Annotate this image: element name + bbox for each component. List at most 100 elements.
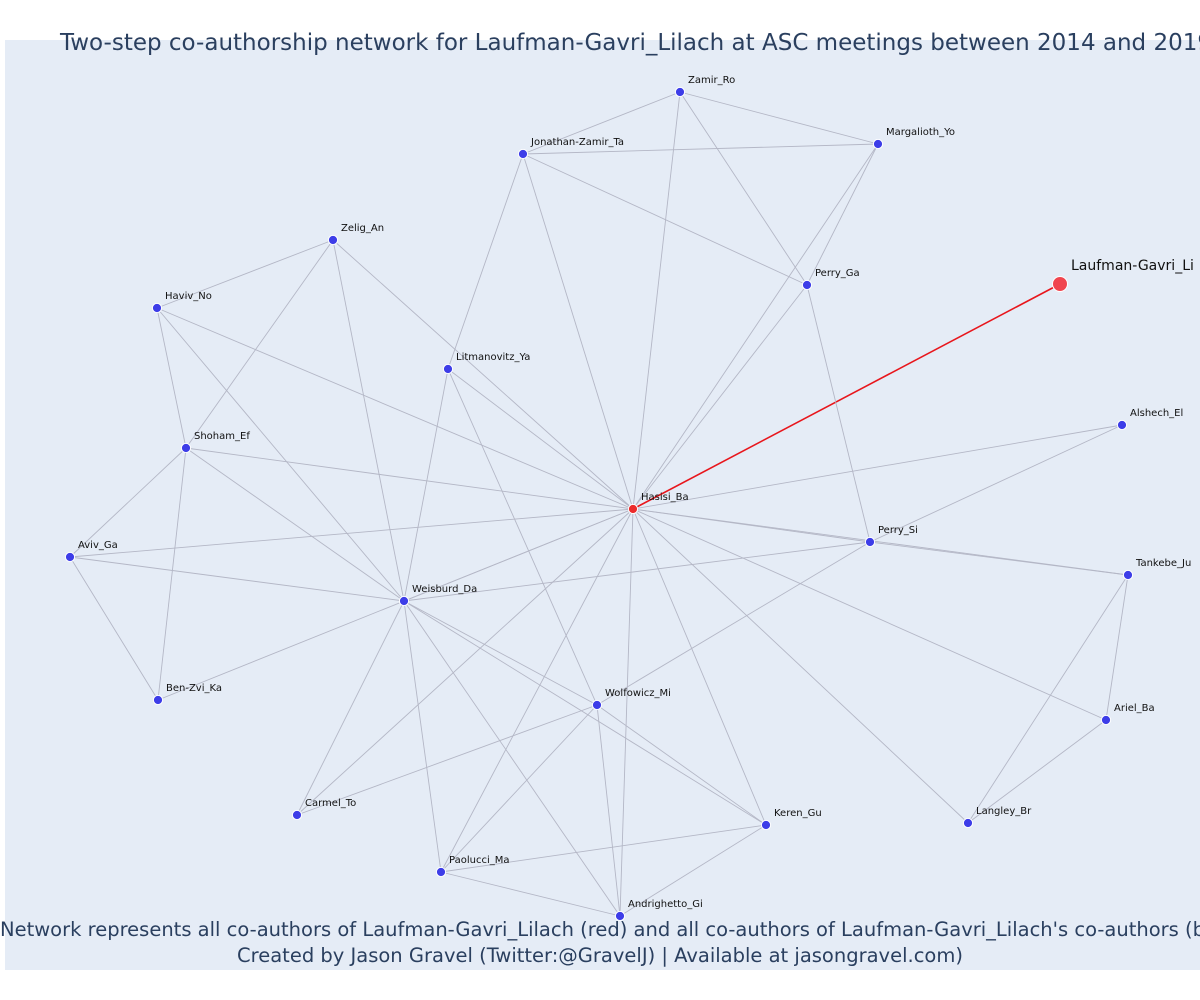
node-hasisi-ba[interactable]	[627, 503, 639, 515]
edge-hasisi-ba-keren-gu	[632, 508, 767, 826]
edge-perry-ga-perry-si	[806, 284, 871, 543]
node-label-aviv-ga: Aviv_Ga	[78, 540, 118, 551]
node-label-wolfowicz-mi: Wolfowicz_Mi	[605, 688, 671, 699]
node-zelig-an[interactable]	[327, 234, 339, 246]
edge-wolfowicz-mi-paolucci-ma	[440, 704, 598, 873]
node-layer	[64, 86, 1134, 922]
chart-title: Two-step co-authorship network for Laufm…	[60, 30, 1200, 56]
node-label-paolucci-ma: Paolucci_Ma	[449, 855, 509, 866]
node-shoham-ef[interactable]	[180, 442, 192, 454]
node-zamir-ro[interactable]	[674, 86, 686, 98]
edge-hasisi-ba-zelig-an	[332, 239, 634, 510]
edge-hasisi-ba-haviv-no	[156, 307, 634, 510]
node-label-laufman-gavri-li: Laufman-Gavri_Li	[1071, 258, 1194, 274]
edge-zelig-an-haviv-no	[156, 239, 334, 309]
edge-hasisi-ba-zamir-ro	[632, 91, 681, 510]
caption-line-1: Network represents all co-authors of Lau…	[0, 918, 1200, 941]
node-andrighetto-gi[interactable]	[614, 910, 626, 922]
edge-hasisi-ba-ben-zvi-ka	[157, 508, 634, 701]
node-weisburd-da[interactable]	[398, 595, 410, 607]
edge-hasisi-ba-paolucci-ma	[440, 508, 634, 873]
edge-weisburd-da-keren-gu	[403, 600, 767, 826]
node-jonathan-zamir-ta[interactable]	[517, 148, 529, 160]
node-label-perry-ga: Perry_Ga	[815, 268, 860, 279]
node-label-shoham-ef: Shoham_Ef	[194, 431, 250, 442]
node-perry-si[interactable]	[864, 536, 876, 548]
node-haviv-no[interactable]	[151, 302, 163, 314]
node-laufman-gavri-li[interactable]	[1052, 276, 1068, 292]
edge-shoham-ef-aviv-ga	[69, 447, 187, 558]
edge-aviv-ga-ben-zvi-ka	[69, 556, 159, 701]
node-margalioth-yo[interactable]	[872, 138, 884, 150]
edge-aviv-ga-weisburd-da	[69, 556, 405, 602]
node-label-zamir-ro: Zamir_Ro	[688, 75, 735, 86]
node-keren-gu[interactable]	[760, 819, 772, 831]
node-label-hasisi-ba: Hasisi_Ba	[641, 492, 689, 503]
label-layer: Laufman-Gavri_Li Hasisi_Ba Zamir_Ro Margali…	[78, 75, 1194, 910]
edge-weisburd-da-carmel-to	[296, 600, 405, 816]
node-label-andrighetto-gi: Andrighetto_Gi	[628, 899, 703, 910]
edge-hasisi-ba-jonathan-zamir-ta	[522, 153, 634, 510]
edge-zelig-an-shoham-ef	[185, 239, 334, 449]
edge-perry-si-alshech-el	[869, 424, 1123, 543]
edge-keren-gu-andrighetto-gi	[619, 824, 767, 917]
node-label-haviv-no: Haviv_No	[165, 291, 212, 302]
node-langley-br[interactable]	[962, 817, 974, 829]
node-label-carmel-to: Carmel_To	[305, 798, 356, 809]
edge-zelig-an-weisburd-da	[332, 239, 405, 602]
edge-wolfowicz-mi-carmel-to	[296, 704, 598, 816]
node-label-langley-br: Langley_Br	[976, 806, 1032, 817]
node-litmanovitz-ya[interactable]	[442, 363, 454, 375]
node-label-margalioth-yo: Margalioth_Yo	[886, 127, 955, 138]
node-label-jonathan-zamir-ta: Jonathan-Zamir_Ta	[530, 137, 624, 148]
edge-weisburd-da-paolucci-ma	[403, 600, 442, 873]
node-perry-ga[interactable]	[801, 279, 813, 291]
edge-layer	[69, 91, 1129, 917]
edge-zamir-ro-margalioth-yo	[679, 91, 879, 145]
edge-wolfowicz-mi-andrighetto-gi	[596, 704, 621, 917]
edge-wolfowicz-mi-keren-gu	[596, 704, 767, 826]
node-carmel-to[interactable]	[291, 809, 303, 821]
edge-keren-gu-paolucci-ma	[440, 824, 767, 873]
edge-zamir-ro-perry-ga	[679, 91, 808, 286]
edge-hasisi-ba-aviv-ga	[69, 508, 634, 558]
node-label-perry-si: Perry_Si	[878, 525, 918, 536]
edge-jonathan-zamir-ta-perry-ga	[522, 153, 808, 286]
node-wolfowicz-mi[interactable]	[591, 699, 603, 711]
edge-weisburd-da-wolfowicz-mi	[403, 600, 598, 706]
node-paolucci-ma[interactable]	[435, 866, 447, 878]
edge-hasisi-ba-litmanovitz-ya	[447, 368, 634, 510]
edge-laufman-gavri-li-hasisi-ba	[632, 283, 1061, 510]
edge-perry-si-tankebe-ju	[869, 541, 1129, 576]
edge-hasisi-ba-ariel-ba	[632, 508, 1107, 721]
node-ariel-ba[interactable]	[1100, 714, 1112, 726]
edge-paolucci-ma-andrighetto-gi	[440, 871, 621, 917]
node-ben-zvi-ka[interactable]	[152, 694, 164, 706]
edge-hasisi-ba-alshech-el	[632, 424, 1123, 510]
node-alshech-el[interactable]	[1116, 419, 1128, 431]
caption-line-2: Created by Jason Gravel (Twitter:@Gravel…	[237, 944, 963, 967]
edge-hasisi-ba-langley-br	[632, 508, 969, 824]
edge-hasisi-ba-margalioth-yo	[632, 143, 879, 510]
edge-ariel-ba-langley-br	[967, 719, 1107, 824]
node-label-zelig-an: Zelig_An	[341, 223, 384, 234]
edge-weisburd-da-andrighetto-gi	[403, 600, 621, 917]
edge-hasisi-ba-andrighetto-gi	[619, 508, 634, 917]
node-label-litmanovitz-ya: Litmanovitz_Ya	[456, 352, 530, 363]
edge-haviv-no-shoham-ef	[156, 307, 187, 449]
node-label-alshech-el: Alshech_El	[1130, 408, 1183, 419]
node-aviv-ga[interactable]	[64, 551, 76, 563]
node-label-ariel-ba: Ariel_Ba	[1114, 703, 1155, 714]
edge-zamir-ro-jonathan-zamir-ta	[522, 91, 681, 155]
edge-perry-si-wolfowicz-mi	[596, 541, 871, 706]
node-label-tankebe-ju: Tankebe_Ju	[1135, 558, 1191, 569]
edge-litmanovitz-ya-wolfowicz-mi	[447, 368, 598, 706]
node-label-keren-gu: Keren_Gu	[774, 808, 822, 819]
edge-litmanovitz-ya-weisburd-da	[403, 368, 449, 602]
edge-hasisi-ba-perry-ga	[632, 284, 808, 510]
edge-jonathan-zamir-ta-litmanovitz-ya	[447, 153, 524, 370]
node-tankebe-ju[interactable]	[1122, 569, 1134, 581]
edge-tankebe-ju-langley-br	[967, 574, 1129, 824]
edge-hasisi-ba-carmel-to	[296, 508, 634, 816]
